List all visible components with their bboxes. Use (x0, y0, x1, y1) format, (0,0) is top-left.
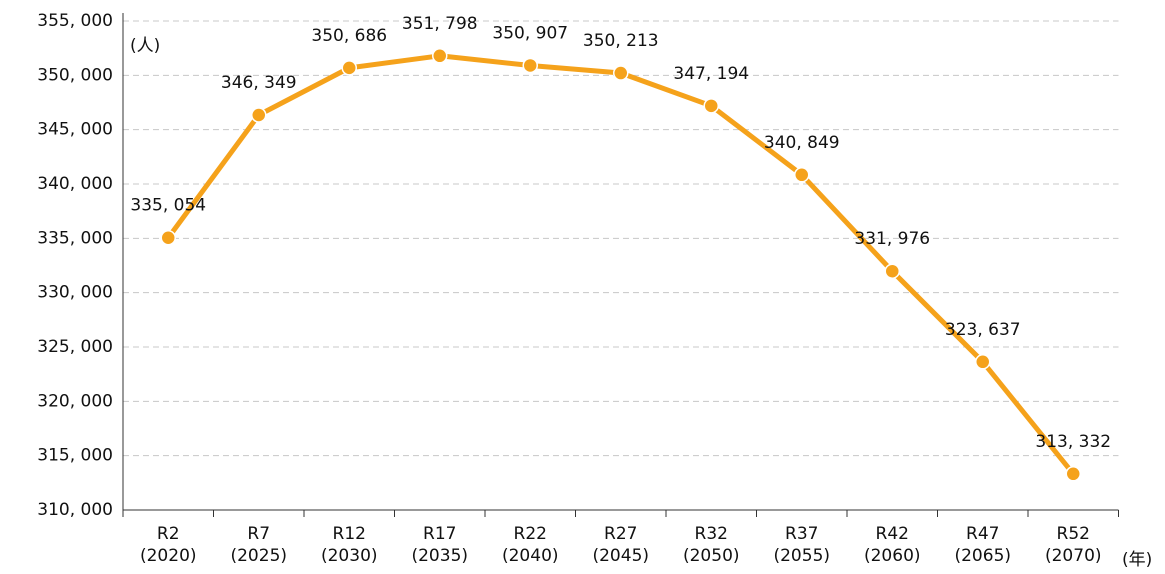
x-tick-label: (2030) (321, 546, 378, 566)
marker (341, 60, 357, 76)
marker (794, 167, 810, 183)
value-label: 331, 976 (854, 229, 930, 249)
value-label: 340, 849 (764, 133, 840, 153)
y-tick-label: 315, 000 (37, 446, 113, 466)
x-tick-label: R27 (604, 524, 637, 544)
x-tick-label: R32 (695, 524, 728, 544)
value-label: 346, 349 (221, 73, 297, 93)
x-tick-label: R12 (333, 524, 366, 544)
value-label: 351, 798 (402, 14, 478, 34)
value-label: 350, 907 (492, 23, 568, 43)
y-tick-label: 320, 000 (37, 391, 113, 411)
x-tick-label: (2060) (864, 546, 921, 566)
marker (613, 65, 629, 81)
y-tick-label: 310, 000 (37, 500, 113, 520)
x-tick-label: (2035) (411, 546, 468, 566)
x-tick-label: R17 (423, 524, 456, 544)
x-tick-label: R7 (247, 524, 270, 544)
y-tick-label: 330, 000 (37, 283, 113, 303)
marker (522, 57, 538, 74)
y-tick-label: 335, 000 (37, 228, 113, 248)
value-label: 335, 054 (130, 196, 206, 216)
x-tick-label: R42 (876, 524, 909, 544)
x-tick-label: (2070) (1045, 546, 1102, 566)
y-unit: (人) (130, 36, 160, 56)
value-label: 350, 213 (583, 31, 659, 51)
x-tick-label: (2045) (592, 546, 649, 566)
x-tick-label: R2 (157, 524, 180, 544)
line (166, 53, 1076, 476)
x-tick-label: R22 (514, 524, 547, 544)
x-tick-label: R52 (1057, 524, 1090, 544)
x-tick-label: (2065) (954, 546, 1011, 566)
y-tick-label: 345, 000 (37, 120, 113, 140)
marker (251, 107, 267, 123)
x-tick-label: R47 (966, 524, 999, 544)
x-tick-label: (2020) (140, 546, 197, 566)
marker (1065, 466, 1081, 482)
value-label: 323, 637 (945, 320, 1021, 340)
x-tick-label: (2025) (230, 546, 287, 566)
marker (975, 354, 991, 370)
value-label: 313, 332 (1035, 432, 1111, 452)
marker (703, 98, 719, 114)
value-label: 350, 686 (311, 26, 387, 46)
x-tick-label: (2040) (502, 546, 559, 566)
y-tick-label: 340, 000 (37, 174, 113, 194)
x-tick-label: (2055) (773, 546, 830, 566)
y-tick-label: 350, 000 (37, 65, 113, 85)
value-label: 347, 194 (673, 64, 749, 84)
y-tick-label: 325, 000 (37, 337, 113, 357)
x-tick-label: R37 (785, 524, 818, 544)
marker (160, 229, 176, 246)
x-unit: (年) (1122, 550, 1152, 570)
y-tick-label: 355, 000 (37, 11, 113, 31)
x-tick-label: (2050) (683, 546, 740, 566)
marker (432, 48, 448, 64)
marker (884, 263, 900, 279)
